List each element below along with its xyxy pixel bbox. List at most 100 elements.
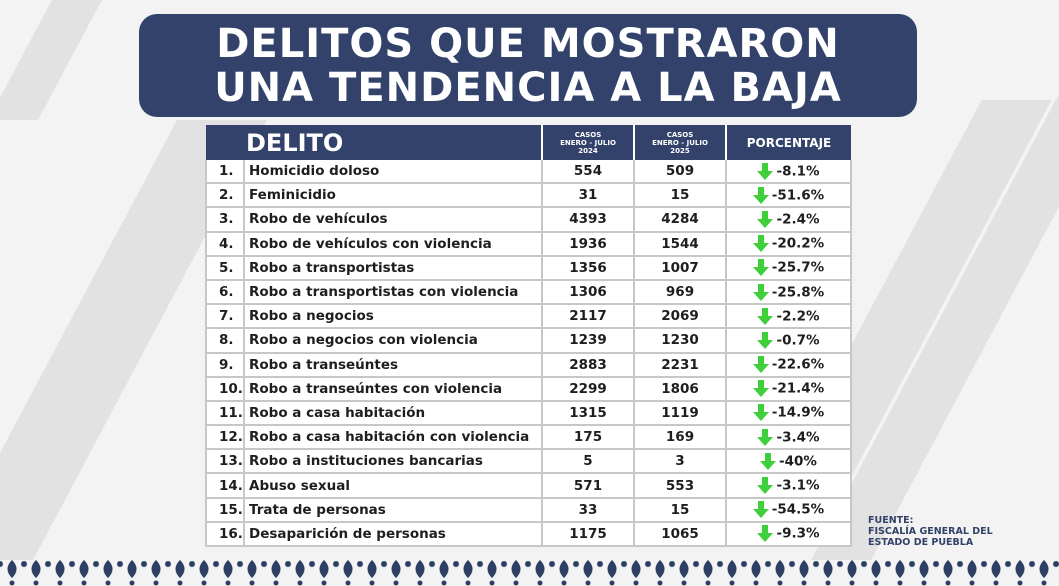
cases-2025: 1119 <box>634 400 727 427</box>
crime-name: Feminicidio <box>244 183 543 209</box>
percentage-value: -25.8% <box>771 284 825 301</box>
source-name-line-1: FISCALÍA GENERAL DEL <box>868 526 993 537</box>
percentage-cell: -3.4% <box>726 425 852 451</box>
crime-name: Robo a transeúntes con violencia <box>244 376 543 402</box>
table-header-row: DELITO CASOS ENERO - JULIO 2024 CASOS EN… <box>206 125 851 160</box>
table-row: 3. Robo de vehículos 4393 4284 -2.4% <box>205 207 852 233</box>
green-down-arrow-icon <box>752 404 769 422</box>
percentage-value: -2.4% <box>776 211 820 228</box>
cases-2025: 2069 <box>634 304 727 330</box>
row-number: 14. <box>205 473 245 499</box>
table-row: 5. Robo a transportistas 1356 1007 -25.7% <box>205 255 852 281</box>
percentage-value: -3.4% <box>776 429 820 446</box>
crime-name: Homicidio doloso <box>244 160 543 185</box>
percentage-cell: -40% <box>726 449 852 475</box>
table-row: 16. Desaparición de personas 1175 1065 -9.3% <box>205 521 852 548</box>
green-down-arrow-icon <box>752 283 769 301</box>
title-line-1: DELITOS QUE MOSTRARON <box>216 20 840 67</box>
cases-2025: 1065 <box>634 521 727 548</box>
decorative-border <box>0 558 1059 586</box>
cases-2025: 3 <box>634 449 727 475</box>
crime-name: Robo a transeúntes <box>244 352 543 378</box>
cases-2024: 1175 <box>542 521 635 548</box>
percentage-cell: -9.3% <box>726 521 852 548</box>
title-line-2: UNA TENDENCIA A LA BAJA <box>214 64 842 111</box>
cases-2025: 1544 <box>634 231 727 257</box>
row-number: 9. <box>205 352 245 378</box>
row-number: 4. <box>205 231 245 257</box>
cases-2025: 15 <box>634 183 727 209</box>
crime-name: Trata de personas <box>244 497 543 523</box>
green-down-arrow-icon <box>757 162 774 180</box>
percentage-value: -40% <box>779 453 817 470</box>
percentage-value: -51.6% <box>771 187 825 204</box>
talavera-pattern-icon <box>0 560 1059 586</box>
cases-2024: 175 <box>542 425 635 451</box>
crime-name: Robo a casa habitación con violencia <box>244 425 543 451</box>
crime-name: Robo a negocios con violencia <box>244 328 543 354</box>
percentage-cell: -54.5% <box>726 497 852 523</box>
percentage-cell: -14.9% <box>726 400 852 427</box>
percentage-value: -0.7% <box>776 332 820 349</box>
crime-name: Abuso sexual <box>244 473 543 499</box>
crime-name: Robo a casa habitación <box>244 400 543 427</box>
row-number: 16. <box>205 521 245 548</box>
percentage-value: -54.5% <box>771 501 825 518</box>
table-row: 2. Feminicidio 31 15 -51.6% <box>205 183 852 209</box>
cases-2025: 15 <box>634 497 727 523</box>
table-row: 8. Robo a negocios con violencia 1239 1230 -… <box>205 328 852 354</box>
cases-2024: 1936 <box>542 231 635 257</box>
green-down-arrow-icon <box>752 356 769 374</box>
green-down-arrow-icon <box>752 235 769 253</box>
cases-2024: 554 <box>542 160 635 185</box>
percentage-cell: -2.2% <box>726 304 852 330</box>
row-number: 8. <box>205 328 245 354</box>
title-banner: DELITOS QUE MOSTRARON UNA TENDENCIA A LA… <box>139 14 917 117</box>
header-casos-2025: CASOS ENERO - JULIO 2025 <box>634 125 727 160</box>
header-delito: DELITO <box>206 125 543 160</box>
green-down-arrow-icon <box>752 380 769 398</box>
row-number: 3. <box>205 207 245 233</box>
table-row: 1. Homicidio doloso 554 509 -8.1% <box>205 160 852 185</box>
row-number: 15. <box>205 497 245 523</box>
green-down-arrow-icon <box>757 525 774 543</box>
percentage-cell: -20.2% <box>726 231 852 257</box>
crime-name: Robo a instituciones bancarias <box>244 449 543 475</box>
cases-2024: 1315 <box>542 400 635 427</box>
percentage-value: -22.6% <box>771 356 825 373</box>
cases-2024: 2299 <box>542 376 635 402</box>
green-down-arrow-icon <box>760 452 777 470</box>
crime-name: Robo a transportistas <box>244 255 543 281</box>
percentage-cell: -8.1% <box>726 160 852 185</box>
percentage-value: -2.2% <box>776 308 820 325</box>
green-down-arrow-icon <box>757 428 774 446</box>
percentage-value: -3.1% <box>776 477 820 494</box>
green-down-arrow-icon <box>757 477 774 495</box>
table-row: 11. Robo a casa habitación 1315 1119 -14.9% <box>205 400 852 427</box>
cases-2024: 33 <box>542 497 635 523</box>
table-row: 15. Trata de personas 33 15 -54.5% <box>205 497 852 523</box>
green-down-arrow-icon <box>752 259 769 277</box>
percentage-value: -25.7% <box>771 259 825 276</box>
row-number: 1. <box>205 160 245 185</box>
source-note: FUENTE: FISCALÍA GENERAL DEL ESTADO DE P… <box>868 515 993 548</box>
table-row: 7. Robo a negocios 2117 2069 -2.2% <box>205 304 852 330</box>
cases-2025: 169 <box>634 425 727 451</box>
percentage-cell: -0.7% <box>726 328 852 354</box>
cases-2025: 509 <box>634 160 727 185</box>
percentage-cell: -51.6% <box>726 183 852 209</box>
green-down-arrow-icon <box>757 307 774 325</box>
cases-2024: 2883 <box>542 352 635 378</box>
row-number: 5. <box>205 255 245 281</box>
source-label: FUENTE: <box>868 515 914 526</box>
table-row: 14. Abuso sexual 571 553 -3.1% <box>205 473 852 499</box>
background-stripe <box>0 0 102 120</box>
percentage-cell: -21.4% <box>726 376 852 402</box>
row-number: 10. <box>205 376 245 402</box>
table-row: 10. Robo a transeúntes con violencia 2299 1… <box>205 376 852 402</box>
percentage-cell: -3.1% <box>726 473 852 499</box>
table-row: 12. Robo a casa habitación con violencia 1… <box>205 425 852 451</box>
cases-2024: 5 <box>542 449 635 475</box>
cases-2024: 571 <box>542 473 635 499</box>
crime-name: Desaparición de personas <box>244 521 543 548</box>
